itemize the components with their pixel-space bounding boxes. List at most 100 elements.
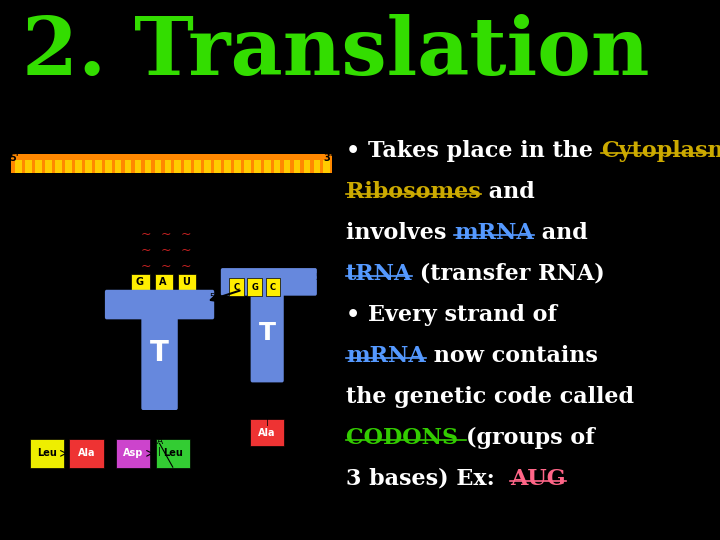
- Text: mRNA: mRNA: [454, 222, 534, 244]
- FancyBboxPatch shape: [174, 160, 181, 173]
- FancyBboxPatch shape: [145, 160, 151, 173]
- Text: A: A: [314, 183, 319, 192]
- Text: A: A: [107, 183, 112, 192]
- FancyBboxPatch shape: [250, 419, 284, 446]
- Text: 2. Translation: 2. Translation: [22, 15, 649, 92]
- FancyBboxPatch shape: [155, 274, 173, 294]
- FancyBboxPatch shape: [194, 160, 201, 173]
- Text: CODONS: CODONS: [346, 427, 466, 449]
- Text: and: and: [534, 222, 588, 244]
- Text: Leu: Leu: [163, 448, 183, 458]
- Text: G: G: [135, 277, 144, 287]
- Text: |: |: [266, 417, 269, 426]
- FancyBboxPatch shape: [105, 290, 215, 319]
- Text: Ala: Ala: [258, 428, 276, 438]
- FancyBboxPatch shape: [35, 160, 42, 173]
- Text: T: T: [258, 321, 276, 345]
- Text: Ribosomes: Ribosomes: [346, 181, 481, 203]
- FancyBboxPatch shape: [25, 160, 32, 173]
- Text: Cytoplasm: Cytoplasm: [600, 140, 720, 162]
- Text: an amino acid: an amino acid: [233, 497, 287, 507]
- FancyBboxPatch shape: [30, 439, 64, 468]
- Text: U: U: [159, 183, 164, 192]
- FancyBboxPatch shape: [274, 160, 281, 173]
- FancyBboxPatch shape: [224, 160, 231, 173]
- Text: mRNA: mRNA: [346, 345, 426, 367]
- FancyBboxPatch shape: [135, 160, 141, 173]
- Text: A: A: [262, 183, 268, 192]
- Text: 5': 5': [210, 293, 217, 302]
- Text: ~: ~: [141, 260, 151, 273]
- Text: ~: ~: [181, 260, 192, 273]
- Text: C: C: [125, 183, 130, 192]
- FancyBboxPatch shape: [323, 160, 330, 173]
- FancyBboxPatch shape: [204, 160, 211, 173]
- Text: C: C: [279, 183, 285, 192]
- FancyBboxPatch shape: [55, 160, 62, 173]
- FancyBboxPatch shape: [156, 439, 190, 468]
- Text: ~: ~: [181, 228, 192, 241]
- FancyBboxPatch shape: [264, 160, 271, 173]
- Text: T: T: [150, 339, 169, 367]
- FancyBboxPatch shape: [178, 274, 196, 294]
- Text: ~: ~: [141, 228, 151, 241]
- FancyBboxPatch shape: [155, 160, 161, 173]
- FancyBboxPatch shape: [116, 439, 150, 468]
- Text: C: C: [270, 282, 276, 292]
- Text: 3': 3': [324, 153, 333, 163]
- FancyBboxPatch shape: [132, 274, 150, 294]
- Text: C: C: [142, 183, 147, 192]
- Text: tRNA: tRNA: [346, 263, 413, 285]
- Text: A: A: [176, 183, 181, 192]
- FancyBboxPatch shape: [11, 154, 332, 173]
- Text: A: A: [159, 277, 166, 287]
- Text: G: G: [245, 183, 251, 192]
- Text: G: G: [38, 183, 44, 192]
- Text: ~: ~: [161, 260, 171, 273]
- FancyBboxPatch shape: [85, 160, 91, 173]
- Text: C: C: [156, 425, 163, 434]
- Text: • Takes place in the: • Takes place in the: [346, 140, 600, 162]
- Text: C: C: [264, 396, 270, 404]
- Text: U: U: [73, 183, 78, 192]
- Text: A: A: [297, 183, 302, 192]
- FancyBboxPatch shape: [105, 160, 112, 173]
- Text: AUG: AUG: [510, 468, 566, 490]
- FancyBboxPatch shape: [45, 160, 52, 173]
- FancyBboxPatch shape: [75, 160, 82, 173]
- FancyBboxPatch shape: [69, 439, 104, 468]
- Text: G: G: [90, 183, 95, 192]
- Text: ~: ~: [161, 244, 171, 257]
- FancyBboxPatch shape: [115, 160, 122, 173]
- Text: involves: involves: [346, 222, 454, 244]
- Text: 5': 5': [9, 153, 19, 163]
- Text: G: G: [193, 183, 199, 192]
- Text: the genetic code called: the genetic code called: [346, 386, 634, 408]
- FancyBboxPatch shape: [314, 160, 320, 173]
- FancyBboxPatch shape: [234, 160, 240, 173]
- Text: incoming tRNA carrying: incoming tRNA carrying: [233, 484, 324, 493]
- FancyBboxPatch shape: [284, 160, 290, 173]
- Text: 5': 5': [315, 273, 323, 282]
- Text: C: C: [233, 282, 240, 292]
- Text: C: C: [210, 183, 216, 192]
- Text: (groups of: (groups of: [466, 427, 595, 449]
- Text: Ala: Ala: [78, 448, 96, 458]
- Text: G: G: [251, 282, 258, 292]
- FancyBboxPatch shape: [141, 312, 178, 410]
- Text: C: C: [264, 384, 270, 393]
- FancyBboxPatch shape: [125, 160, 132, 173]
- FancyBboxPatch shape: [266, 278, 281, 296]
- FancyBboxPatch shape: [184, 160, 191, 173]
- FancyBboxPatch shape: [248, 278, 262, 296]
- Text: (transfer RNA): (transfer RNA): [413, 263, 605, 285]
- FancyBboxPatch shape: [229, 278, 244, 296]
- Text: A: A: [21, 183, 27, 192]
- Text: newly synthesized amino acid chain: newly synthesized amino acid chain: [14, 502, 153, 510]
- FancyBboxPatch shape: [95, 160, 102, 173]
- Text: A: A: [156, 437, 163, 446]
- Text: ~: ~: [141, 244, 151, 257]
- FancyBboxPatch shape: [244, 160, 251, 173]
- FancyBboxPatch shape: [221, 268, 317, 296]
- Text: C: C: [156, 414, 163, 422]
